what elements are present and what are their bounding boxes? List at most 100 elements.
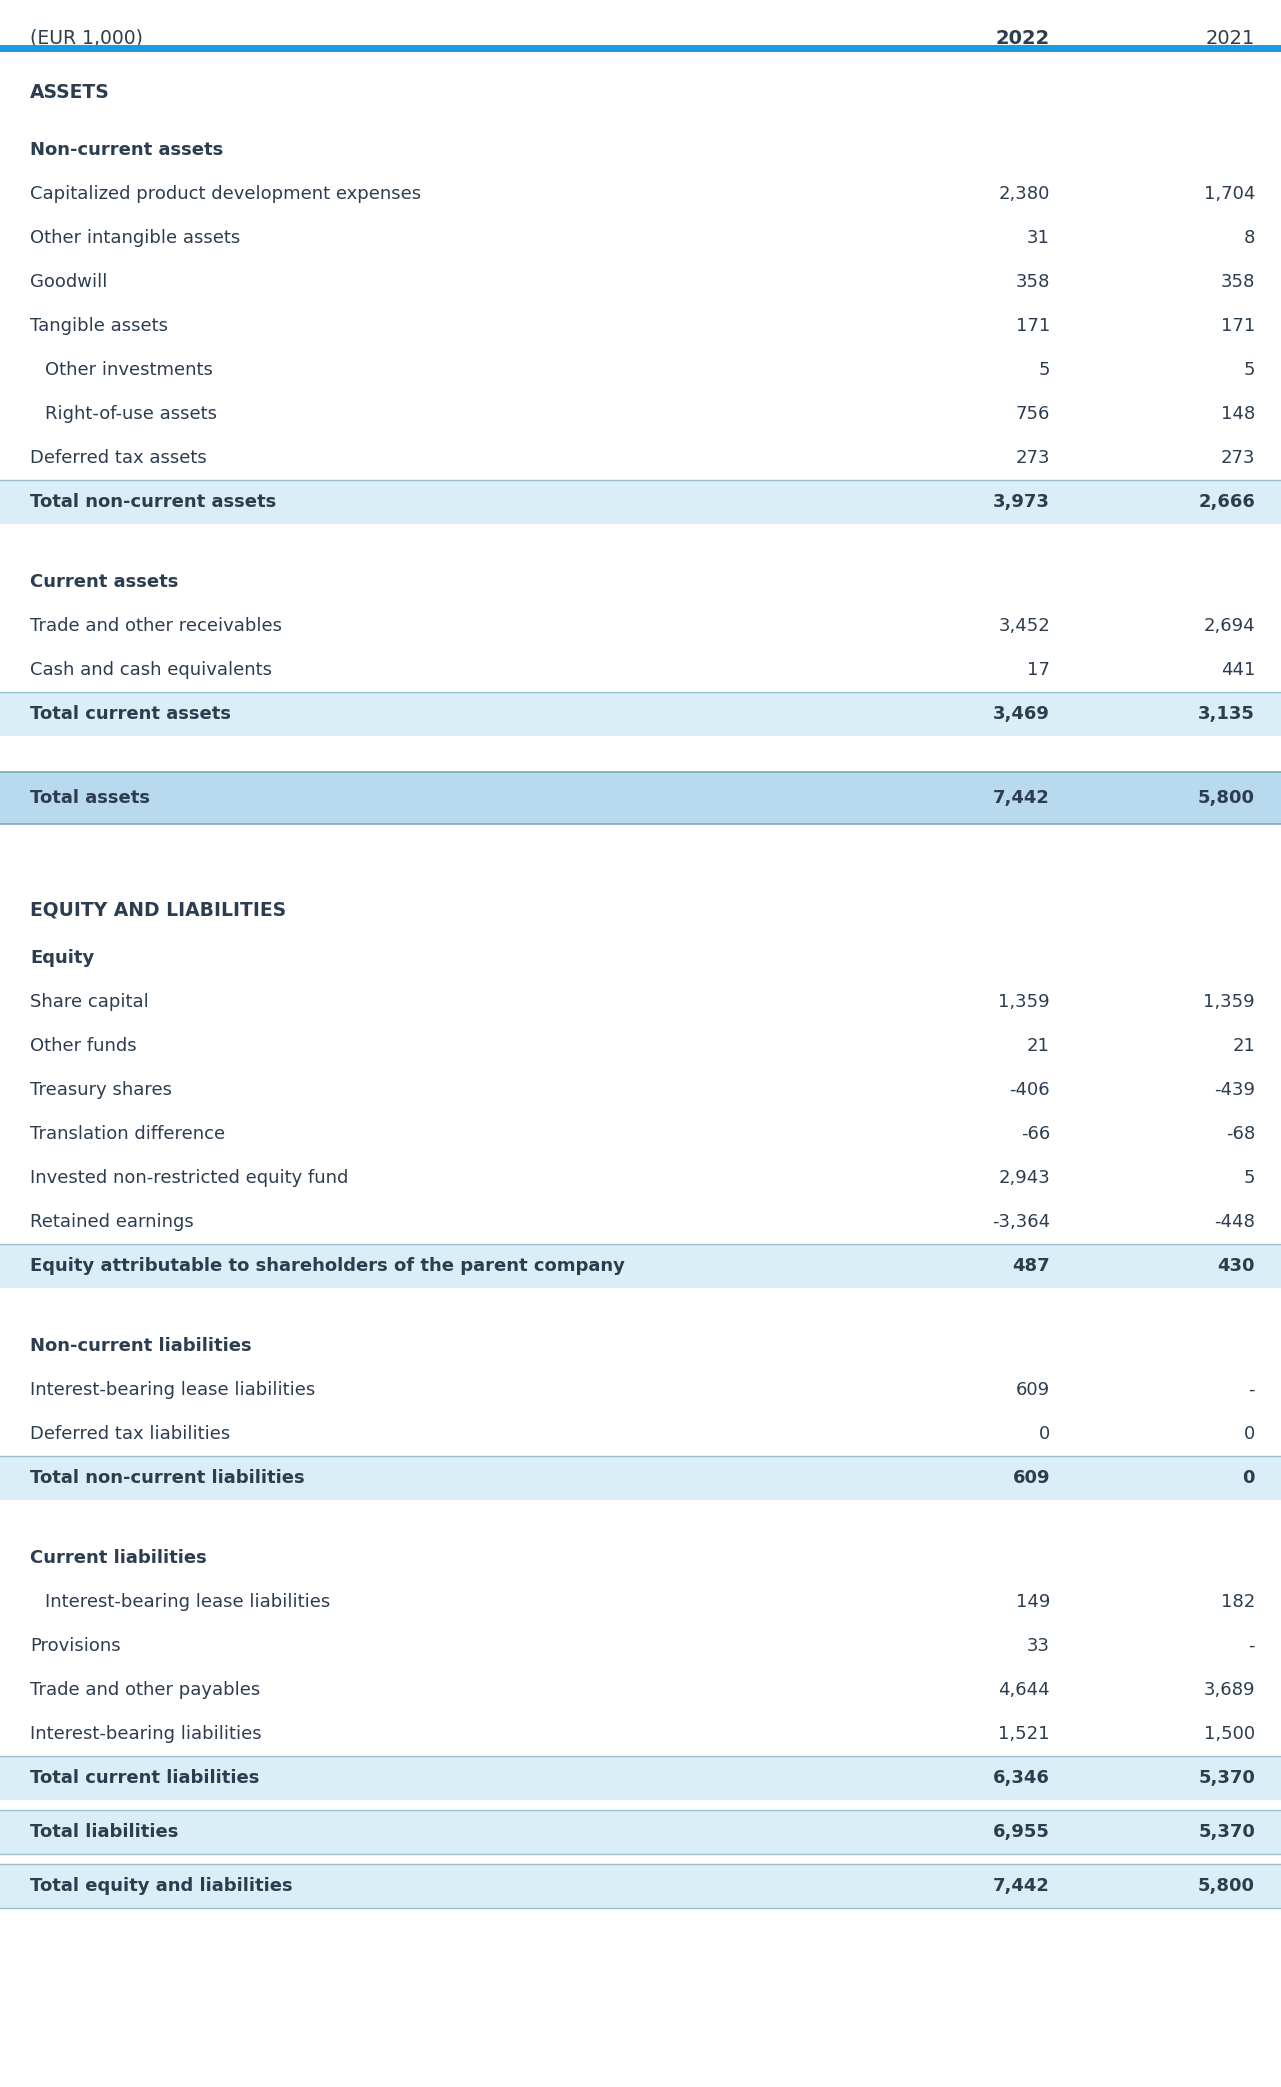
Text: 5: 5 [1244,1169,1255,1188]
Text: 33: 33 [1027,1636,1050,1655]
Text: Total non-current assets: Total non-current assets [29,493,277,511]
Text: Equity attributable to shareholders of the parent company: Equity attributable to shareholders of t… [29,1256,625,1275]
Text: -406: -406 [1009,1081,1050,1100]
Text: 441: 441 [1221,662,1255,678]
Text: Total liabilities: Total liabilities [29,1824,178,1841]
Text: 6,955: 6,955 [993,1824,1050,1841]
Text: 3,689: 3,689 [1204,1680,1255,1699]
Text: 609: 609 [1012,1469,1050,1488]
Text: Interest-bearing liabilities: Interest-bearing liabilities [29,1726,261,1743]
Text: 358: 358 [1221,273,1255,290]
Bar [0,693,1281,737]
Text: Other investments: Other investments [45,361,213,380]
Bar [0,772,1281,824]
Text: 17: 17 [1027,662,1050,678]
Text: 3,135: 3,135 [1198,705,1255,722]
Text: Trade and other payables: Trade and other payables [29,1680,260,1699]
Text: 7,442: 7,442 [993,789,1050,808]
Text: (EUR 1,000): (EUR 1,000) [29,29,143,48]
Text: 1,359: 1,359 [998,993,1050,1010]
Text: Non-current assets: Non-current assets [29,142,223,159]
Text: Total equity and liabilities: Total equity and liabilities [29,1876,292,1895]
Text: 273: 273 [1221,449,1255,467]
Text: Tangible assets: Tangible assets [29,317,168,336]
Text: Provisions: Provisions [29,1636,120,1655]
Bar [0,1244,1281,1288]
Text: 2,380: 2,380 [999,186,1050,202]
Text: -68: -68 [1226,1125,1255,1144]
Text: Trade and other receivables: Trade and other receivables [29,618,282,634]
Text: 4,644: 4,644 [998,1680,1050,1699]
Text: Other intangible assets: Other intangible assets [29,230,241,246]
Text: Total current liabilities: Total current liabilities [29,1770,259,1786]
Text: -448: -448 [1214,1213,1255,1231]
Text: 0: 0 [1243,1469,1255,1488]
Text: 1,500: 1,500 [1204,1726,1255,1743]
Text: Treasury shares: Treasury shares [29,1081,172,1100]
Text: Retained earnings: Retained earnings [29,1213,193,1231]
Text: Share capital: Share capital [29,993,149,1010]
Text: EQUITY AND LIABILITIES: EQUITY AND LIABILITIES [29,899,286,920]
Text: 756: 756 [1016,405,1050,424]
Text: 0: 0 [1244,1425,1255,1442]
Text: 1,521: 1,521 [998,1726,1050,1743]
Text: 5: 5 [1039,361,1050,380]
Text: Current liabilities: Current liabilities [29,1549,206,1567]
Text: 2,694: 2,694 [1203,618,1255,634]
Text: Deferred tax assets: Deferred tax assets [29,449,206,467]
Text: 6,346: 6,346 [993,1770,1050,1786]
Text: Translation difference: Translation difference [29,1125,225,1144]
Text: Equity: Equity [29,950,95,966]
Text: 21: 21 [1232,1037,1255,1056]
Text: 21: 21 [1027,1037,1050,1056]
Bar [0,1809,1281,1853]
Text: 487: 487 [1012,1256,1050,1275]
Text: 2,666: 2,666 [1198,493,1255,511]
Text: 171: 171 [1221,317,1255,336]
Text: -: - [1249,1382,1255,1398]
Text: 182: 182 [1221,1592,1255,1611]
Text: 1,704: 1,704 [1204,186,1255,202]
Text: -439: -439 [1214,1081,1255,1100]
Text: Total current assets: Total current assets [29,705,231,722]
Text: Capitalized product development expenses: Capitalized product development expenses [29,186,421,202]
Bar [0,1457,1281,1501]
Text: 149: 149 [1016,1592,1050,1611]
Text: -: - [1249,1636,1255,1655]
Text: ASSETS: ASSETS [29,83,110,102]
Text: 31: 31 [1027,230,1050,246]
Bar [0,1864,1281,1908]
Text: 5,370: 5,370 [1198,1824,1255,1841]
Text: 5,800: 5,800 [1198,789,1255,808]
Text: 148: 148 [1221,405,1255,424]
Text: Right-of-use assets: Right-of-use assets [45,405,216,424]
Text: 2022: 2022 [995,29,1050,48]
Text: Current assets: Current assets [29,574,178,591]
Text: 3,973: 3,973 [993,493,1050,511]
Text: 7,442: 7,442 [993,1876,1050,1895]
Text: 5,800: 5,800 [1198,1876,1255,1895]
Text: Other funds: Other funds [29,1037,137,1056]
Text: -3,364: -3,364 [991,1213,1050,1231]
Text: Total assets: Total assets [29,789,150,808]
Text: 430: 430 [1217,1256,1255,1275]
Text: Deferred tax liabilities: Deferred tax liabilities [29,1425,231,1442]
Text: 3,469: 3,469 [993,705,1050,722]
Text: 358: 358 [1016,273,1050,290]
Text: 2,943: 2,943 [998,1169,1050,1188]
Text: 3,452: 3,452 [998,618,1050,634]
Text: Total non-current liabilities: Total non-current liabilities [29,1469,305,1488]
Text: Goodwill: Goodwill [29,273,108,290]
Text: 171: 171 [1016,317,1050,336]
Text: Invested non-restricted equity fund: Invested non-restricted equity fund [29,1169,348,1188]
Text: 5,370: 5,370 [1198,1770,1255,1786]
Text: -66: -66 [1021,1125,1050,1144]
Text: 1,359: 1,359 [1203,993,1255,1010]
Text: Non-current liabilities: Non-current liabilities [29,1338,251,1354]
Text: 273: 273 [1016,449,1050,467]
Text: 609: 609 [1016,1382,1050,1398]
Bar [0,480,1281,524]
Text: Interest-bearing lease liabilities: Interest-bearing lease liabilities [29,1382,315,1398]
Text: 0: 0 [1039,1425,1050,1442]
Bar [0,1755,1281,1799]
